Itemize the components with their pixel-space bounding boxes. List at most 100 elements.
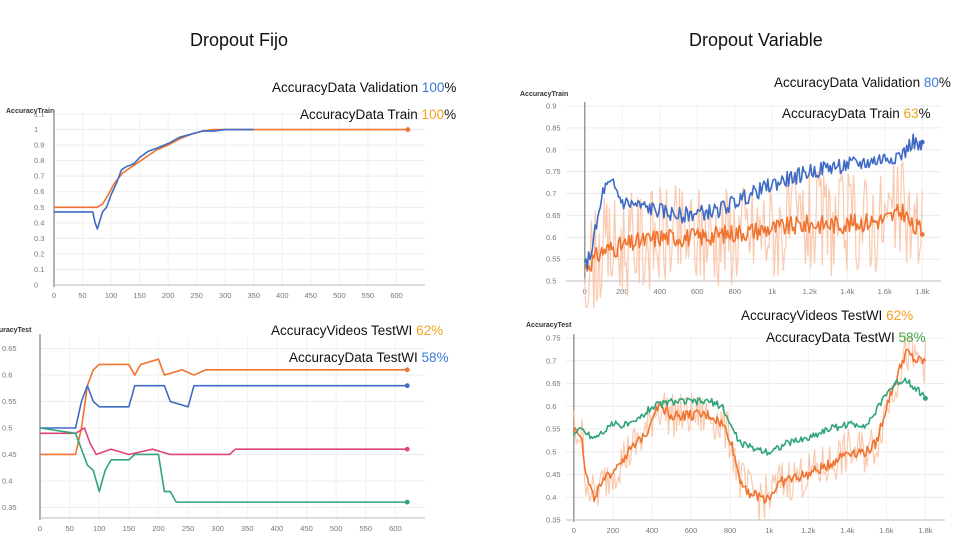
x-tick-label: 450 [305,291,318,300]
x-tick-label: 400 [276,291,289,300]
series-line-blue [54,128,254,230]
series-end-dot [405,127,411,132]
y-tick-label: 0.65 [546,379,561,388]
y-tick-label: 0.5 [546,447,556,456]
x-tick-label: 1.2k [801,526,815,535]
chart-panel-fijo-test: AccuracyTest 0.35 0.4 0.45 0.5 0.55 0.6 0.65 0 50… [0,318,432,540]
y-tick-label: 0.8 [546,145,556,154]
y-tick-label: 0.85 [546,123,561,132]
pct: 58% [898,330,926,345]
heading-dropout-fijo: Dropout Fijo [190,30,289,50]
y-tick-label: 0.6 [546,402,556,411]
x-tick-label: 450 [300,524,313,533]
series-line-orange [40,358,408,456]
y-tick-label: 0.65 [546,211,561,220]
x-tick-label: 300 [211,524,224,533]
x-tick-label: 0 [572,526,576,535]
x-tick-label: 200 [162,291,175,300]
stat-fijo-train-train: AccuracyData Train 100% [300,107,457,122]
x-tick-label: 1.4k [840,526,854,535]
series-line-orange [54,128,408,209]
y-tick-label: 0.9 [546,102,556,111]
series-end-dot [404,383,410,389]
pct: 58% [421,350,449,365]
stat-variable-test-videos: AccuracyVideos TestWI 62% [741,308,914,323]
x-tick-label: 500 [333,291,346,300]
x-tick-label: 1.6k [878,287,892,296]
x-tick-label: 400 [271,524,284,533]
x-tick-label: 50 [78,291,86,300]
x-tick-label: 300 [219,291,232,300]
x-tick-label: 200 [607,526,620,535]
x-tick-label: 600 [691,287,704,296]
chart-fijo-test: AccuracyTest 0.35 0.4 0.45 0.5 0.55 0.6 0.65 0 50… [0,327,425,533]
series-end-dot [404,499,410,505]
y-tick-label: 0.55 [546,425,561,434]
series-line-orange [573,348,927,504]
chart-panel-variable-train: AccuracyTrain 0.5 0.55 0.6 0.65 0.7 0.75 0.8 0.8… [516,88,948,308]
stat-variable-train-train: AccuracyData Train 63% [782,106,931,121]
series-line-orange [583,203,923,272]
x-tick-label: 250 [190,291,203,300]
x-tick-label: 400 [646,526,659,535]
y-tick-label: 0.7 [546,356,556,365]
pct: 100 [421,107,445,122]
pct: 80 [923,75,939,90]
x-tick-label: 400 [653,287,666,296]
x-tick-label: 350 [248,291,261,300]
series-raw-band [584,160,923,308]
y-tick-label: 0.4 [546,493,556,502]
series-line-pink [40,427,408,456]
y-tick-label: 0.4 [2,476,12,485]
x-tick-label: 150 [133,291,146,300]
stat-fijo-train-validation: AccuracyData Validation 100% [272,80,457,95]
series-end-dot [919,232,925,237]
y-tick-label: 0.45 [2,450,17,459]
y-tick-label: 0.5 [34,203,44,212]
chart-title: AccuracyTrain [6,108,54,115]
y-tick-label: 0.4 [34,218,44,227]
x-tick-label: 1.4k [840,287,854,296]
x-tick-label: 1k [765,526,773,535]
y-tick-label: 0.5 [2,424,12,433]
series-line-blue [583,133,924,270]
y-tick-label: 0.6 [2,371,12,380]
series-line-green [573,377,927,456]
x-tick-label: 150 [123,524,136,533]
y-tick-label: 0.7 [546,189,556,198]
chart-panel-variable-test: AccuracyTest 0.35 0.4 0.45 0.5 0.55 0.6 0.65 0.7… [520,316,952,540]
y-tick-label: 1.1 [34,110,44,119]
y-tick-label: 0.65 [2,344,17,353]
x-tick-label: 550 [360,524,373,533]
y-tick-label: 0.3 [34,234,44,243]
x-tick-label: 600 [389,524,402,533]
chart-fijo-train: AccuracyTrain 0 0.1 0.2 0.3 0.4 0.5 0.6 0.7 0.8 0.… [6,108,425,300]
x-tick-label: 100 [93,524,106,533]
chart-variable-train: AccuracyTrain 0.5 0.55 0.6 0.65 0.7 0.75 0.8 0.8… [520,91,941,308]
pct: 63 [903,106,919,121]
y-tick-label: 0.5 [546,277,556,286]
series-end-dot [404,446,410,452]
chart-title: AccuracyTest [0,327,32,334]
y-tick-label: 0.7 [34,172,44,181]
x-tick-label: 200 [152,524,165,533]
y-tick-label: 0.6 [34,187,44,196]
heading-dropout-variable: Dropout Variable [689,30,823,50]
chart-panel-fijo-train: AccuracyTrain 0 0.1 0.2 0.3 0.4 0.5 0.6 0.7 0.8 0.… [0,102,432,314]
series-line-blue [40,384,408,429]
y-tick-label: 0.75 [546,167,561,176]
series-raw-band [573,333,927,520]
y-tick-label: 0.35 [2,503,17,512]
pct: 62% [886,308,914,323]
y-tick-label: 0.55 [546,255,561,264]
x-tick-label: 1.2k [803,287,817,296]
x-tick-label: 0 [52,291,56,300]
x-tick-label: 1k [768,287,776,296]
x-tick-label: 1.8k [918,526,932,535]
chart-title: AccuracyTrain [520,91,568,98]
chart-title: AccuracyTest [526,322,572,329]
x-tick-label: 600 [685,526,698,535]
series-line-green [39,427,408,503]
y-tick-label: 0.55 [2,397,17,406]
y-tick-label: 0.45 [546,470,561,479]
